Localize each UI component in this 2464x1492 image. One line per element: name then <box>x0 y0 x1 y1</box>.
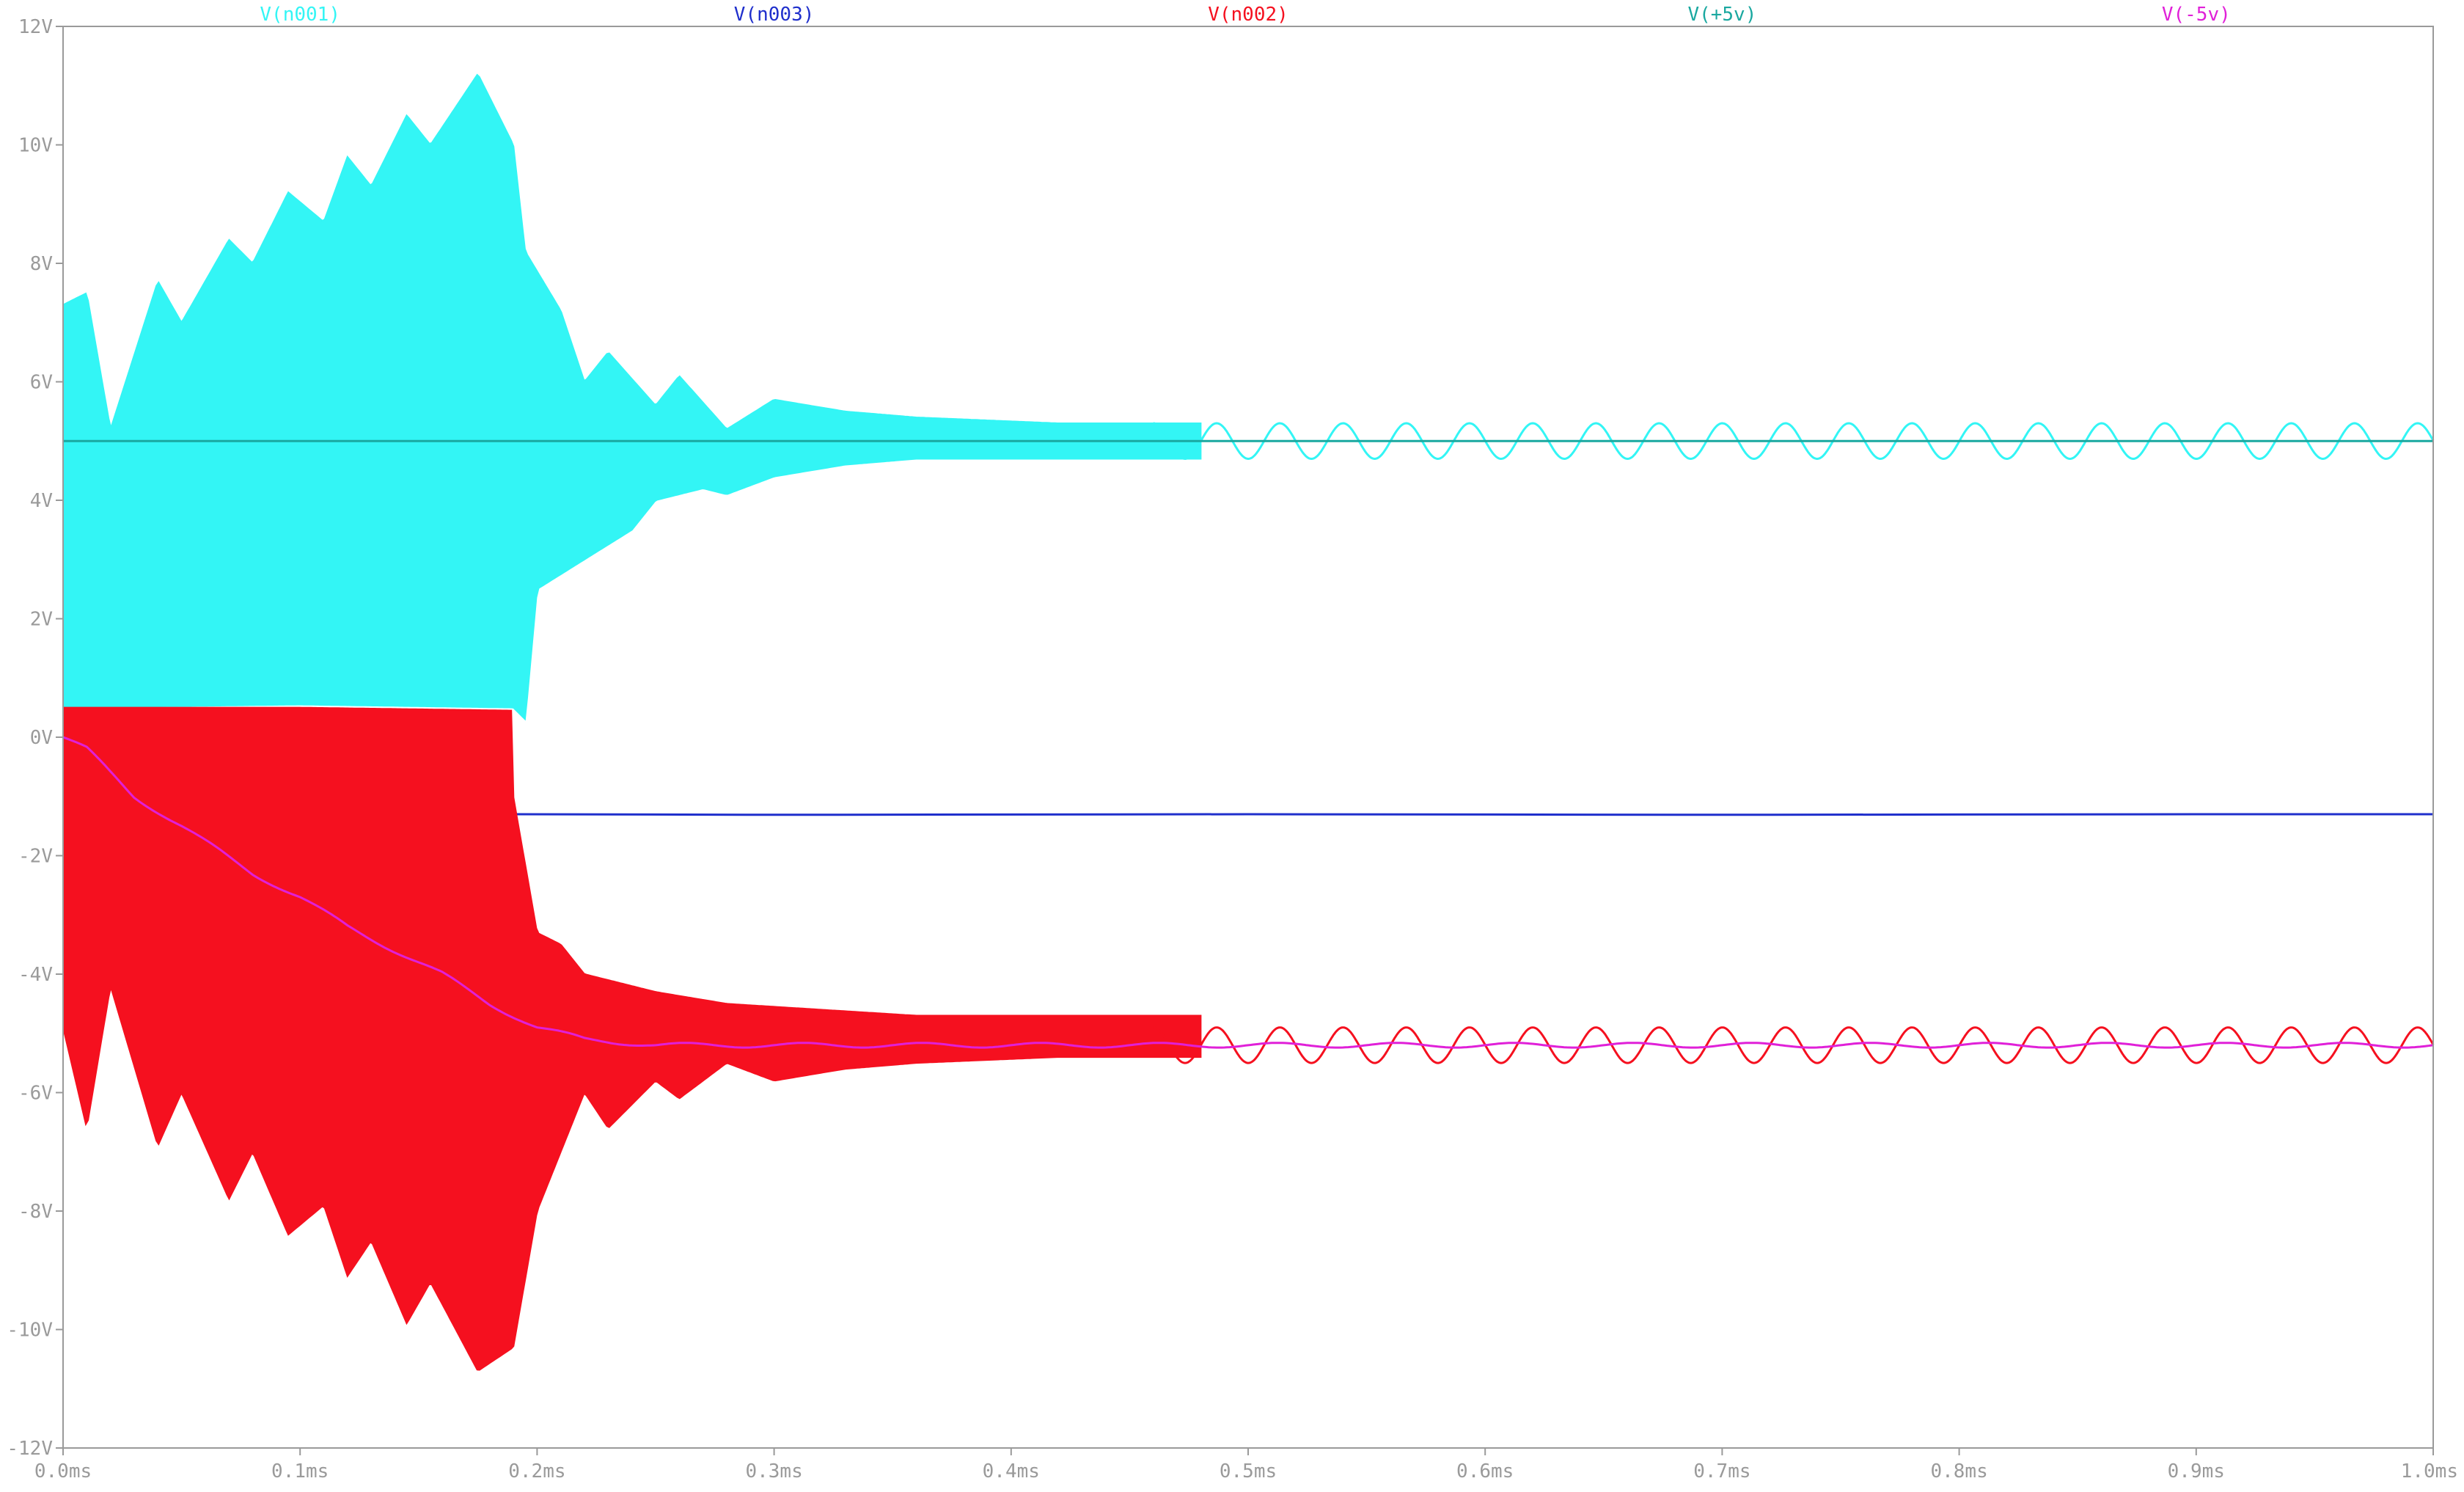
y-tick-label: -10V <box>7 1320 53 1342</box>
series-V(n001) <box>62 73 2435 721</box>
x-tick-label: 0.7ms <box>1693 1460 1750 1482</box>
series-V(n002) <box>62 706 2435 1371</box>
series-V(-5v) <box>62 736 2434 1049</box>
x-tick-label: 0.3ms <box>745 1460 802 1482</box>
y-tick-label: -8V <box>18 1201 53 1223</box>
legend-label: V(n002) <box>1208 4 1288 26</box>
x-tick-label: 0.2ms <box>508 1460 565 1482</box>
x-tick-label: 1.0ms <box>2401 1460 2458 1482</box>
y-tick-label: 8V <box>30 253 53 275</box>
plot-axes: 12V 10V 8V 6V 4V 2V 0V -2V -4V -6V -8V -10V -12V0.0m… <box>7 16 2458 1482</box>
x-tick-label: 0.6ms <box>1456 1460 1514 1482</box>
x-tick-label: 0.8ms <box>1930 1460 1987 1482</box>
x-tick-label: 0.5ms <box>1220 1460 1277 1482</box>
series-line <box>62 736 2434 1049</box>
x-tick-label: 0.9ms <box>2168 1460 2225 1482</box>
x-tick-label: 0.1ms <box>271 1460 329 1482</box>
series-line <box>513 813 2433 816</box>
legend-label: V(+5v) <box>1687 4 1756 26</box>
series-V(n003) <box>513 813 2433 816</box>
series-line <box>1153 422 2435 461</box>
x-tick-label: 0.0ms <box>34 1460 92 1482</box>
y-tick-label: 2V <box>30 609 53 631</box>
y-tick-label: -6V <box>18 1083 53 1105</box>
legend-label: V(n003) <box>734 4 815 26</box>
series-envelope <box>62 73 1202 721</box>
y-tick-label: 12V <box>18 16 53 38</box>
y-tick-label: -4V <box>18 964 53 986</box>
legend-label: V(n001) <box>260 4 340 26</box>
y-tick-label: 6V <box>30 372 53 394</box>
y-tick-label: -2V <box>18 846 53 868</box>
y-tick-label: -12V <box>7 1438 53 1460</box>
legend-label: V(-5v) <box>2162 4 2231 26</box>
y-tick-label: 0V <box>30 727 53 749</box>
y-tick-label: 4V <box>30 490 53 512</box>
series-envelope <box>62 706 1202 1371</box>
plot-series <box>62 73 2435 1371</box>
x-tick-label: 0.4ms <box>983 1460 1040 1482</box>
series-line <box>1153 1026 2435 1064</box>
y-tick-label: 10V <box>18 135 53 157</box>
legend: V(n001) V(n003) V(n002) V(+5v) V(-5v) <box>260 4 2230 26</box>
